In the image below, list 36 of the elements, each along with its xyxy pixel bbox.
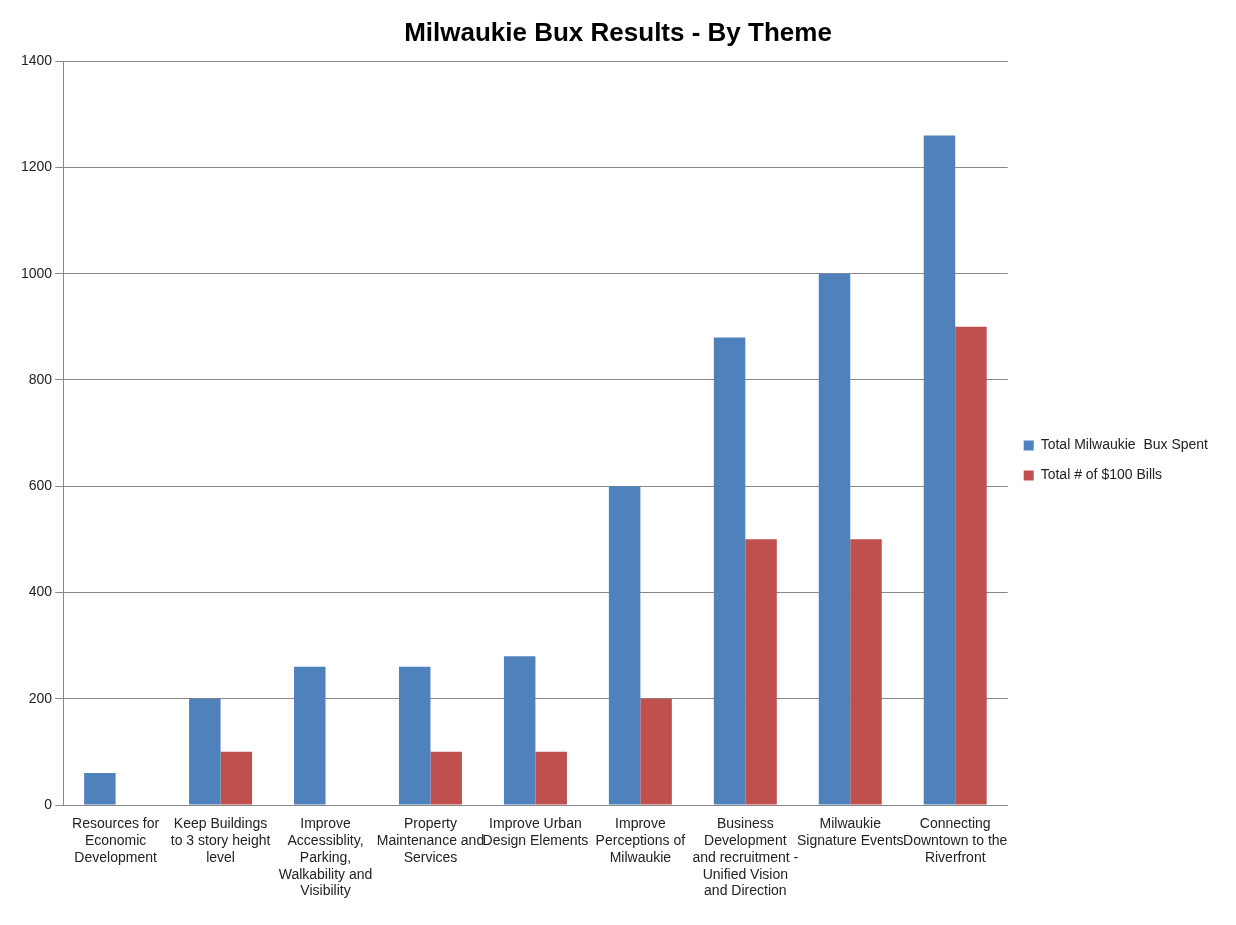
y-tick-label: 800 xyxy=(28,370,53,387)
x-tick-label: Business Development and recruitment - Unified Vision and Direction xyxy=(692,815,799,899)
bar xyxy=(850,539,882,805)
bar xyxy=(398,666,431,805)
bar xyxy=(640,698,672,805)
bar xyxy=(294,666,326,805)
bar xyxy=(745,539,777,805)
bar xyxy=(608,486,641,805)
bar xyxy=(503,656,536,805)
legend-label: Total # of $100 Bills xyxy=(1040,466,1163,483)
chart-title: Milwaukie Bux Results - By Theme xyxy=(404,16,832,47)
bar xyxy=(955,326,987,805)
bar xyxy=(189,698,221,805)
y-tick-label: 1000 xyxy=(20,264,53,281)
bar xyxy=(535,751,567,805)
bar xyxy=(818,273,851,805)
x-tick-label: Milwaukie Signature Events xyxy=(796,815,904,849)
x-tick-label: Improve Accessiblity, Parking, Walkability and Visibility xyxy=(278,815,373,899)
y-tick-label: 1200 xyxy=(20,158,53,175)
x-tick-label: Improve Urban Design Elements xyxy=(482,815,589,849)
x-tick-label: Resources for Economic Development xyxy=(72,815,160,865)
y-tick-label: 1400 xyxy=(20,52,53,69)
x-tick-label: Connecting Downtown to the Riverfront xyxy=(903,815,1008,865)
x-tick-label: Keep Buildings to 3 story height level xyxy=(170,815,271,865)
bar xyxy=(220,751,253,805)
y-tick-label: 200 xyxy=(28,689,53,706)
legend-label: Total Milwaukie Bux Spent xyxy=(1040,436,1209,453)
y-tick-label: 0 xyxy=(44,795,53,812)
y-tick-label: 400 xyxy=(28,583,53,600)
bar xyxy=(713,337,746,805)
bar xyxy=(84,773,116,805)
x-tick-label: Property Maintenance and Services xyxy=(376,815,485,865)
bar xyxy=(430,751,462,805)
bar xyxy=(923,135,956,805)
y-tick-label: 600 xyxy=(28,477,53,494)
x-tick-label: Improve Perceptions of Milwaukie xyxy=(595,815,686,865)
